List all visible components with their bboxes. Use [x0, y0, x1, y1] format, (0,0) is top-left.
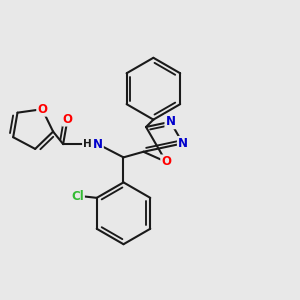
Text: N: N [178, 137, 188, 150]
Text: Cl: Cl [71, 190, 84, 203]
Text: O: O [37, 103, 47, 116]
Text: N: N [93, 138, 103, 151]
Text: O: O [161, 155, 171, 168]
Text: O: O [63, 112, 73, 126]
Text: H: H [83, 139, 92, 149]
Text: N: N [165, 115, 176, 128]
